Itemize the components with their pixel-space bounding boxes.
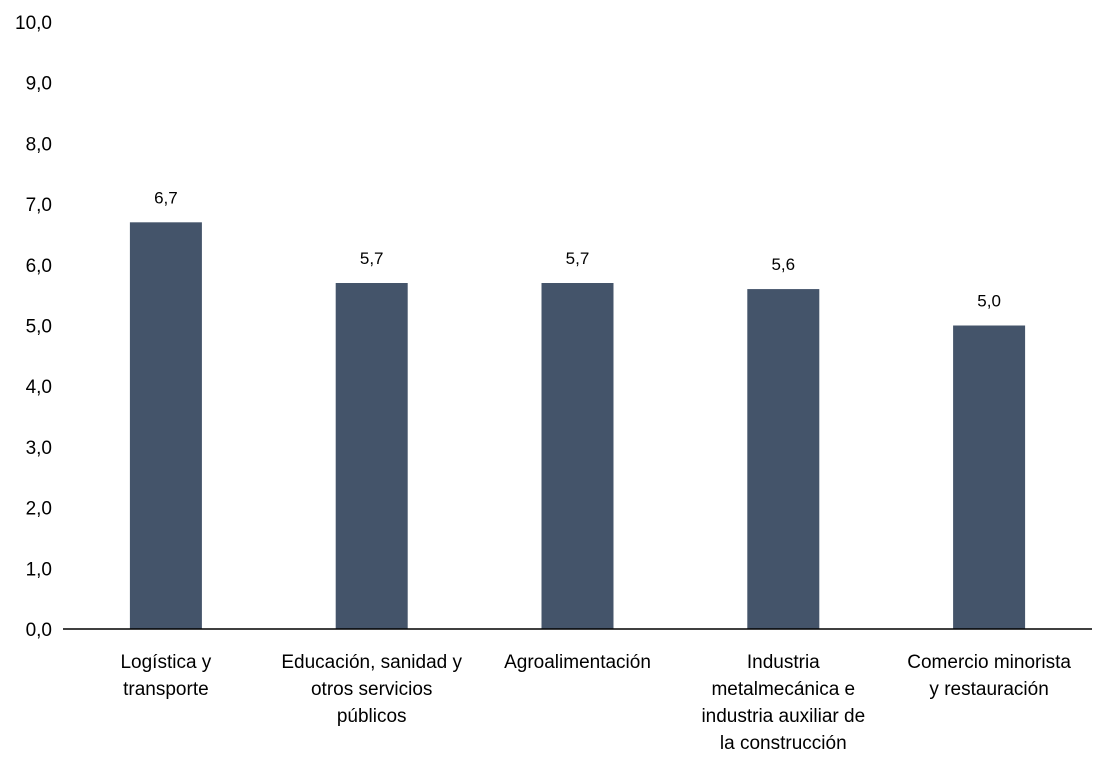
category-label-line: transporte [123, 679, 209, 700]
bar [747, 289, 820, 629]
category-label-line: industria auxiliar de [701, 706, 865, 727]
category-label-line: públicos [337, 706, 407, 727]
y-axis-ticks: 0,0 1,0 2,0 3,0 4,0 5,0 6,0 7,0 8,0 9,0 10,0 [15, 13, 52, 641]
category-label: Agroalimentación [504, 652, 651, 673]
data-labels: 6,7 5,7 5,7 5,6 5,0 [154, 188, 1001, 310]
category-label-line: la construcción [720, 733, 847, 754]
category-label: Industria metalmecánica e industria auxili… [701, 652, 865, 754]
category-label-line: otros servicios [311, 679, 432, 700]
y-tick-label: 6,0 [26, 256, 52, 277]
bar [541, 283, 614, 629]
data-label: 6,7 [154, 188, 178, 207]
y-tick-label: 4,0 [26, 377, 52, 398]
bar [953, 325, 1026, 629]
category-label-line: Industria [747, 652, 820, 673]
category-label-line: Agroalimentación [504, 652, 651, 673]
y-tick-label: 5,0 [26, 317, 52, 338]
bars [129, 222, 1026, 629]
y-tick-label: 2,0 [26, 499, 52, 520]
y-tick-label: 9,0 [26, 74, 52, 95]
category-label: Logística y transporte [120, 652, 211, 700]
category-label-line: Educación, sanidad y [281, 652, 462, 673]
bar [129, 222, 202, 629]
category-label-line: metalmecánica e [711, 679, 855, 700]
data-label: 5,7 [566, 249, 590, 268]
category-label: Comercio minorista y restauración [907, 652, 1071, 700]
y-tick-label: 7,0 [26, 195, 52, 216]
data-label: 5,7 [360, 249, 384, 268]
y-tick-label: 10,0 [15, 13, 52, 34]
category-label-line: y restauración [929, 679, 1048, 700]
data-label: 5,6 [771, 255, 795, 274]
y-tick-label: 0,0 [26, 620, 52, 641]
category-label-line: Comercio minorista [907, 652, 1071, 673]
x-axis-category-labels: Logística y transporte Educación, sanidad … [120, 652, 1071, 754]
data-label: 5,0 [977, 292, 1001, 311]
y-tick-label: 1,0 [26, 559, 52, 580]
y-tick-label: 3,0 [26, 438, 52, 459]
y-tick-label: 8,0 [26, 134, 52, 155]
bar [335, 283, 408, 629]
category-label-line: Logística y [120, 652, 211, 673]
category-label: Educación, sanidad y otros servicios públi… [281, 652, 462, 727]
